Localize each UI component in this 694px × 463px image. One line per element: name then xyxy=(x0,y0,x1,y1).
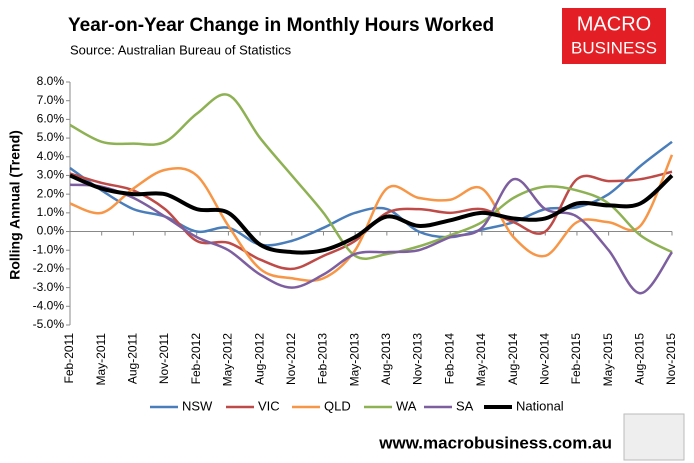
x-tick-label: Nov-2013 xyxy=(411,333,425,385)
y-tick-label: -5.0% xyxy=(33,317,65,331)
y-tick-label: -4.0% xyxy=(33,298,65,312)
y-tick-label: 8.0% xyxy=(37,74,65,88)
x-tick-label: May-2014 xyxy=(474,333,488,387)
logo-text: MACRO xyxy=(577,13,651,35)
y-tick-label: 6.0% xyxy=(37,112,65,126)
x-tick-label: Nov-2015 xyxy=(664,333,678,385)
legend-label: WA xyxy=(396,398,417,413)
x-tick-label: Nov-2011 xyxy=(157,333,171,384)
logo xyxy=(562,8,666,64)
legend-label: National xyxy=(516,398,564,413)
x-tick-label: Nov-2012 xyxy=(284,333,298,385)
y-tick-label: 2.0% xyxy=(37,186,65,200)
line xyxy=(69,173,674,255)
x-tick-label: Feb-2013 xyxy=(316,333,330,385)
x-tick-label: Feb-2011 xyxy=(62,333,76,384)
x-tick-label: Feb-2012 xyxy=(189,333,203,385)
legend-label: VIC xyxy=(258,398,280,413)
x-tick-label: Aug-2014 xyxy=(506,333,520,385)
x-tick-label: Nov-2014 xyxy=(537,333,551,385)
wolf-icon xyxy=(623,413,685,461)
x-tick-label: May-2015 xyxy=(601,333,615,387)
y-tick-label: 1.0% xyxy=(37,205,65,219)
y-tick-label: 4.0% xyxy=(37,149,65,163)
x-tick-label: May-2011 xyxy=(94,333,108,386)
x-tick-label: Aug-2015 xyxy=(632,333,646,385)
legend-label: QLD xyxy=(324,398,351,413)
logo-text: BUSINESS xyxy=(571,38,657,57)
x-tick-label: Aug-2013 xyxy=(379,333,393,385)
website: www.macrobusiness.com.au xyxy=(378,433,612,452)
y-tick-label: 5.0% xyxy=(37,130,65,144)
chart-subtitle: Source: Australian Bureau of Statistics xyxy=(70,42,292,57)
legend-label: SA xyxy=(456,398,474,413)
x-tick-label: Feb-2015 xyxy=(569,333,583,385)
y-tick-label: 7.0% xyxy=(37,93,65,107)
line xyxy=(69,154,674,282)
x-tick-label: Feb-2014 xyxy=(442,333,456,385)
y-axis-label: Rolling Annual (Trend) xyxy=(7,130,23,280)
y-tick-label: 0.0% xyxy=(37,224,65,238)
chart-title: Year-on-Year Change in Monthly Hours Wor… xyxy=(68,15,494,36)
y-tick-label: -1.0% xyxy=(33,242,65,256)
x-tick-label: Aug-2011 xyxy=(126,333,140,384)
x-tick-label: May-2013 xyxy=(347,333,361,387)
line xyxy=(69,177,674,295)
legend-label: NSW xyxy=(182,398,213,413)
line xyxy=(69,93,673,260)
x-tick-label: May-2012 xyxy=(221,333,235,387)
y-tick-label: -2.0% xyxy=(33,261,65,275)
x-tick-label: Aug-2012 xyxy=(252,333,266,385)
y-tick-label: 3.0% xyxy=(37,168,65,182)
y-tick-label: -3.0% xyxy=(33,280,65,294)
